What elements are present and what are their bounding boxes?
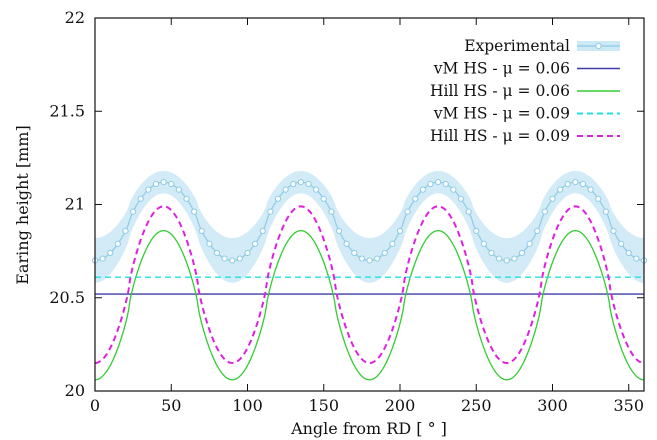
experimental-point [213,249,221,257]
experimental-point [618,240,625,247]
legend-label: vM HS - μ = 0.06 [433,60,570,78]
experimental-point [252,240,259,247]
experimental-point [343,240,350,247]
experimental-point [168,180,175,188]
x-tick-label: 300 [537,396,568,415]
experimental-point [541,208,548,215]
x-tick-label: 150 [308,396,339,415]
experimental-point [122,227,129,235]
experimental-point [290,180,297,188]
experimental-point [175,186,182,193]
experimental-point [152,180,160,188]
experimental-point [206,240,213,247]
experimental-point [183,195,190,202]
experimental-point [198,227,205,235]
experimental-point [435,179,442,186]
experimental-point [305,180,312,188]
legend-swatch-marker [595,42,602,50]
experimental-point [229,257,236,264]
experimental-point [412,195,419,202]
experimental-point [610,227,617,235]
y-tick-label: 21 [65,195,85,214]
experimental-point [366,257,373,264]
experimental-point [457,195,465,202]
experimental-point [465,208,472,215]
legend-label: Experimental [464,37,570,55]
experimental-point [427,180,434,188]
experimental-point [221,255,228,262]
x-tick-label: 50 [161,396,181,415]
experimental-point [511,255,518,262]
experimental-point [633,255,640,262]
experimental-point [259,227,266,235]
experimental-point [381,249,388,257]
experimental-point [389,240,396,247]
experimental-point [236,255,243,262]
experimental-point [473,227,480,235]
legend-label: Hill HS - μ = 0.09 [430,127,570,145]
experimental-point [564,180,571,188]
x-tick-label: 200 [385,396,416,415]
x-tick-label: 0 [90,396,100,415]
legend: Experimental vM HS - μ = 0.06 Hill HS - μ … [430,37,620,145]
experimental-point [602,208,609,215]
experimental-point [374,255,381,262]
experimental-point [579,180,587,188]
y-tick-label: 21.5 [49,101,85,120]
experimental-point [557,186,564,193]
legend-label: Hill HS - μ = 0.06 [430,82,570,100]
experimental-point [297,179,304,186]
experimental-point [282,186,289,193]
x-axis-title: Angle from RD [ ° ] [290,419,447,438]
experimental-point [320,195,327,202]
experimental-point [160,179,167,186]
x-tick-label: 250 [461,396,492,415]
series-curve-4 [94,205,645,365]
experimental-point [267,208,274,215]
y-tick-label: 20 [65,381,85,400]
y-tick-label: 20.5 [49,288,85,307]
experimental-point [130,208,137,215]
experimental-point [518,249,526,257]
x-tick-label: 350 [613,396,644,415]
experimental-point [503,257,510,264]
experimental-point [496,255,503,262]
experimental-point [404,208,411,215]
experimental-point [442,180,449,188]
experimental-band [95,170,644,283]
experimental-point [480,240,487,247]
experimental-point [114,240,121,247]
experimental-point [450,186,457,193]
series-curve-2 [94,229,645,381]
experimental-point [244,249,251,257]
experimental-band-layer [95,170,644,283]
tick-layer: 0 50 100 150 200 250 300 350 20 20.5 21 21.5 22 [49,8,644,415]
experimental-point [625,249,632,257]
y-axis-title: Earing height [mm] [13,125,32,284]
experimental-point [595,195,602,202]
experimental-point [534,227,541,235]
experimental-point [145,186,152,193]
experimental-point [274,195,282,202]
experimental-point [572,179,579,186]
experimental-point [396,227,404,235]
experimental-point [99,255,106,262]
x-tick-label: 100 [232,396,263,415]
y-tick-label: 22 [65,8,85,27]
experimental-point [313,186,320,193]
experimental-point [358,255,365,262]
experimental-point [488,249,495,257]
experimental-point [107,249,114,257]
experimental-point [351,249,358,257]
experimental-point [419,186,426,193]
legend-label: vM HS - μ = 0.09 [433,105,570,123]
experimental-point [549,195,556,202]
experimental-point [335,227,343,235]
experimental-point [587,186,594,193]
experimental-point [328,208,335,215]
experimental-point [191,208,198,215]
experimental-point [526,240,533,247]
experimental-point [137,195,144,202]
